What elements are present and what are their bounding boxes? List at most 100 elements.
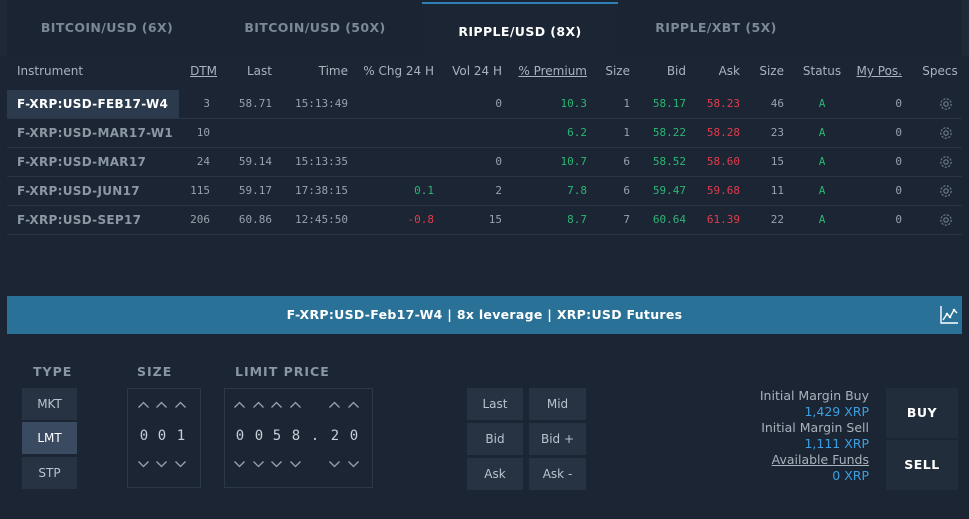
vol-cell: 15 (488, 213, 502, 226)
instrument-cell[interactable]: F-XRP:USD-FEB17-W4 (7, 90, 179, 118)
last-cell: 60.86 (238, 213, 272, 226)
size-cell: 1 (623, 97, 630, 110)
col-last[interactable]: Last (247, 64, 272, 78)
mypos-cell: 0 (895, 155, 902, 168)
col-instrument[interactable]: Instrument (17, 64, 84, 78)
type-label: TYPE (33, 364, 73, 379)
col-ask[interactable]: Ask (718, 64, 740, 78)
col-time[interactable]: Time (318, 64, 348, 78)
premium-cell: 10.3 (560, 97, 588, 110)
size-stepper[interactable] (127, 388, 201, 488)
initial-margin-sell-value: 1,111 XRP (804, 436, 869, 451)
available-funds-link[interactable]: Available Funds (771, 452, 869, 467)
price-increment-icon[interactable] (233, 399, 246, 411)
col-size-2[interactable]: Size (759, 64, 784, 78)
vol-cell: 2 (495, 184, 502, 197)
size-decrement-icon[interactable] (137, 458, 150, 470)
price-digit: 0 (254, 428, 264, 444)
chart-icon[interactable] (936, 302, 962, 328)
premium-cell: 7.8 (567, 184, 587, 197)
gear-icon[interactable] (938, 125, 954, 141)
quick-bid-plus-button[interactable]: Bid + (529, 423, 586, 455)
quick-last-button[interactable]: Last (467, 388, 523, 420)
mypos-cell: 0 (895, 97, 902, 110)
col-specs[interactable]: Specs (922, 64, 958, 78)
quick-mid-button[interactable]: Mid (529, 388, 586, 420)
limit-price-label: LIMIT PRICE (235, 364, 330, 379)
available-funds-value: 0 XRP (832, 468, 869, 483)
size-increment-icon[interactable] (174, 399, 187, 411)
price-decrement-icon[interactable] (328, 458, 341, 470)
gear-icon[interactable] (938, 154, 954, 170)
last-cell (212, 119, 272, 147)
dtm-cell: 10 (196, 126, 210, 139)
size-decrement-icon[interactable] (174, 458, 187, 470)
instrument-banner: F-XRP:USD-Feb17-W4 | 8x leverage | XRP:U… (7, 296, 962, 334)
price-increment-icon[interactable] (289, 399, 302, 411)
table-row[interactable]: F-XRP:USD-FEB17-W4 3 58.71 15:13:49 0 10.3 1 58… (7, 90, 962, 119)
type-stp-button[interactable]: STP (22, 457, 77, 489)
price-decrement-icon[interactable] (289, 458, 302, 470)
price-increment-icon[interactable] (328, 399, 341, 411)
time-cell: 15:13:49 (295, 97, 348, 110)
table-row[interactable]: F-XRP:USD-MAR17-W1 10 6.2 1 58.22 58.28 23 A 0 (7, 119, 962, 148)
size-decrement-icon[interactable] (155, 458, 168, 470)
initial-margin-buy-value: 1,429 XRP (804, 404, 869, 419)
type-lmt-button[interactable]: LMT (22, 422, 77, 454)
size-cell: 1 (623, 126, 630, 139)
ask-cell: 59.68 (706, 184, 740, 197)
price-increment-icon[interactable] (270, 399, 283, 411)
col-bid[interactable]: Bid (666, 64, 686, 78)
premium-cell: 8.7 (567, 213, 587, 226)
status-cell: A (818, 155, 826, 168)
price-digit: 0 (235, 428, 245, 444)
tab-ripple-xbt-5x[interactable]: RIPPLE/XBT (5X) (655, 20, 777, 35)
price-decrement-icon[interactable] (233, 458, 246, 470)
size-increment-icon[interactable] (155, 399, 168, 411)
col-size[interactable]: Size (605, 64, 630, 78)
bid-cell: 58.17 (652, 97, 686, 110)
instrument-cell[interactable]: F-XRP:USD-MAR17 (17, 155, 147, 169)
quick-bid-button[interactable]: Bid (467, 423, 523, 455)
buy-button[interactable]: BUY (886, 388, 958, 438)
gear-icon[interactable] (938, 183, 954, 199)
col-premium[interactable]: % Premium (518, 64, 587, 78)
col-status[interactable]: Status (802, 64, 842, 78)
size-cell: 6 (623, 184, 630, 197)
tab-bitcoin-usd-6x[interactable]: BITCOIN/USD (6X) (40, 20, 174, 35)
table-row[interactable]: F-XRP:USD-SEP17 206 60.86 12:45:50 -0.8 15 8.7… (7, 206, 962, 235)
table-row[interactable]: F-XRP:USD-MAR17 24 59.14 15:13:35 0 10.7 6 58.5… (7, 148, 962, 177)
bid-cell: 58.52 (652, 155, 686, 168)
sell-button[interactable]: SELL (886, 440, 958, 490)
size2-cell: 22 (770, 213, 784, 226)
table-row[interactable]: F-XRP:USD-JUN17 115 59.17 17:38:15 0.1 2 7.8 6 5… (7, 177, 962, 206)
ask-cell: 58.60 (706, 155, 740, 168)
instrument-cell[interactable]: F-XRP:USD-SEP17 (17, 213, 142, 227)
price-decimal-point: . (310, 428, 320, 444)
gear-icon[interactable] (938, 212, 954, 228)
price-decrement-icon[interactable] (270, 458, 283, 470)
tab-bitcoin-usd-50x[interactable]: BITCOIN/USD (50X) (244, 20, 386, 35)
last-cell: 58.71 (238, 97, 272, 110)
col-dtm[interactable]: DTM (190, 64, 217, 78)
price-increment-icon[interactable] (252, 399, 265, 411)
tab-ripple-usd-8x[interactable]: RIPPLE/USD (8X) (422, 2, 618, 58)
col-chg-24h[interactable]: % Chg 24 H (363, 64, 434, 78)
type-mkt-button[interactable]: MKT (22, 388, 77, 420)
quick-ask-minus-button[interactable]: Ask - (529, 458, 586, 490)
gear-icon[interactable] (938, 96, 954, 112)
quick-ask-button[interactable]: Ask (467, 458, 523, 490)
instrument-cell[interactable]: F-XRP:USD-JUN17 (17, 184, 140, 198)
instrument-cell[interactable]: F-XRP:USD-MAR17-W1 (17, 126, 174, 140)
chg-cell (360, 119, 434, 147)
price-increment-icon[interactable] (347, 399, 360, 411)
limit-price-stepper[interactable] (224, 388, 373, 488)
col-my-pos[interactable]: My Pos. (856, 64, 903, 78)
time-cell: 12:45:50 (295, 213, 348, 226)
vol-cell: 0 (495, 97, 502, 110)
size-increment-icon[interactable] (137, 399, 150, 411)
chg-cell (360, 148, 434, 176)
price-decrement-icon[interactable] (347, 458, 360, 470)
col-vol-24h[interactable]: Vol 24 H (452, 64, 502, 78)
price-decrement-icon[interactable] (252, 458, 265, 470)
